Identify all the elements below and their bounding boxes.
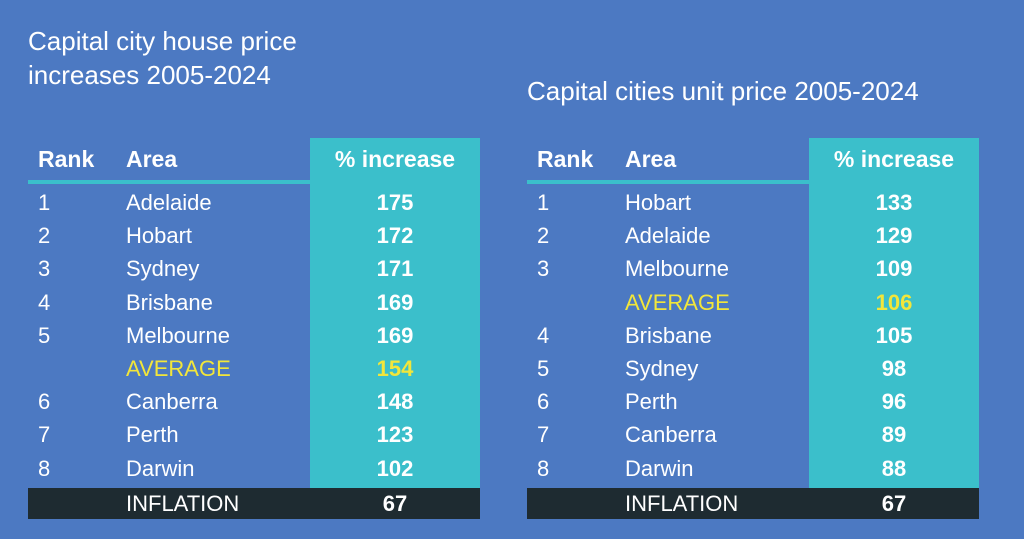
area: Darwin: [126, 455, 195, 481]
value: 98: [881, 356, 907, 381]
footer-area: INFLATION: [126, 491, 240, 516]
footer-value: 67: [881, 491, 907, 516]
table-title: Capital city house price increases 2005-…: [28, 26, 297, 90]
area: Canberra: [126, 389, 218, 415]
rank: 4: [537, 322, 550, 348]
value: 169: [376, 322, 414, 348]
area: Melbourne: [625, 256, 729, 282]
rank: 2: [38, 223, 51, 249]
value: 96: [881, 389, 907, 415]
area: Brisbane: [126, 289, 213, 315]
column-header: Rank: [537, 146, 594, 172]
rank: 6: [537, 389, 550, 415]
rank: 1: [38, 190, 51, 215]
area: Hobart: [625, 190, 692, 215]
header-rule: [28, 180, 480, 184]
rank: 4: [38, 289, 51, 315]
column-header: Area: [126, 146, 178, 172]
value: 109: [875, 256, 913, 282]
inflation-bar: [28, 488, 480, 519]
value: 154: [376, 356, 414, 381]
area: Adelaide: [625, 223, 711, 249]
value: 175: [376, 190, 414, 215]
rank: 8: [537, 455, 550, 481]
value: 171: [376, 256, 414, 282]
rank: 5: [38, 322, 51, 348]
area: Sydney: [625, 356, 699, 381]
area: Perth: [625, 389, 678, 415]
value-column: [310, 138, 480, 488]
value: 172: [376, 223, 414, 249]
area: Sydney: [126, 256, 200, 282]
column-header: Area: [625, 146, 677, 172]
area: Darwin: [625, 455, 694, 481]
area: Adelaide: [126, 190, 212, 215]
rank: 6: [38, 389, 51, 415]
rank: 3: [38, 256, 51, 282]
area: Canberra: [625, 422, 717, 448]
column-header: % increase: [334, 146, 456, 172]
value: 106: [875, 289, 913, 315]
rank: 1: [537, 190, 550, 215]
column-header: % increase: [833, 146, 955, 172]
value: 123: [376, 422, 414, 448]
rank: 7: [38, 422, 51, 448]
area: Hobart: [126, 223, 193, 249]
area: Melbourne: [126, 322, 230, 348]
inflation-bar: [527, 488, 979, 519]
value: 88: [881, 455, 907, 481]
rank: 7: [537, 422, 550, 448]
area: Brisbane: [625, 322, 712, 348]
header-rule: [527, 180, 979, 184]
value: 102: [376, 455, 414, 481]
rank: 3: [537, 256, 550, 282]
value: 129: [875, 223, 913, 249]
rank: 5: [537, 356, 550, 381]
value-column: [809, 138, 979, 488]
value: 148: [376, 389, 414, 415]
rank: 2: [537, 223, 550, 249]
table-title: Capital cities unit price 2005-2024: [527, 76, 919, 106]
footer-value: 67: [382, 491, 408, 516]
area: Perth: [126, 422, 179, 448]
area: AVERAGE: [126, 356, 231, 381]
value: 105: [875, 322, 913, 348]
footer-area: INFLATION: [625, 491, 739, 516]
value: 169: [376, 289, 414, 315]
column-header: Rank: [38, 146, 95, 172]
area: AVERAGE: [625, 289, 730, 315]
rank: 8: [38, 455, 51, 481]
value: 133: [875, 190, 913, 215]
value: 89: [881, 422, 907, 448]
